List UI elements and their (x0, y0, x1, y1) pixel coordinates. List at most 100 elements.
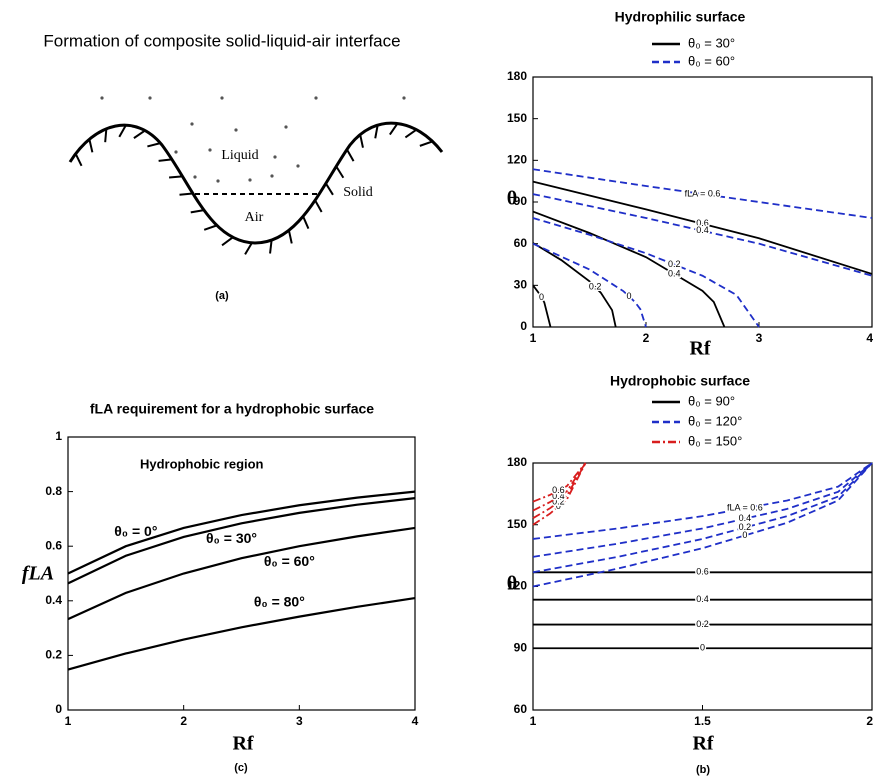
y-tick-label: 0 (520, 319, 527, 333)
contour-line (532, 462, 587, 503)
chart: Hydrophilic surface 0 30 60 90 120 150 180 1 2 3 4 R… (507, 9, 874, 360)
annotation: Hydrophobic region (140, 456, 264, 471)
contour-line (532, 462, 873, 540)
y-tick-label: 150 (507, 517, 527, 531)
contour-label: 0 (700, 643, 705, 653)
contour-label: 0 (627, 291, 632, 301)
contour-line (532, 462, 587, 519)
y-axis-label: θ (507, 188, 517, 210)
caption: (b) (696, 764, 710, 776)
contour-label: 0.2 (589, 281, 602, 291)
y-tick-label: 120 (507, 579, 527, 593)
contour-label: 0.4 (668, 268, 681, 278)
diagram-title: Formation of composite solid-liquid-air … (43, 31, 400, 50)
contour-line (532, 242, 617, 328)
contour-line (532, 242, 647, 328)
contour-label: 0.4 (696, 594, 709, 604)
y-tick-label: 150 (507, 111, 527, 125)
y-axis-label: θ (507, 573, 517, 595)
curve-label: θ₀ = 30° (206, 530, 257, 546)
y-tick-label: 0.4 (45, 593, 62, 607)
legend-label: θ₀ = 30° (688, 35, 735, 50)
chart-title: fLA requirement for a hydrophobic surfac… (90, 401, 374, 417)
y-tick-label: 180 (507, 455, 527, 469)
contour-label: 0.6 (696, 218, 709, 228)
solid-surface (68, 121, 444, 245)
chart-title: Hydrophilic surface (615, 9, 746, 25)
curve-label: θ₀ = 80° (254, 593, 305, 609)
y-tick-label: 60 (514, 236, 528, 250)
y-axis-label: fLA (22, 563, 54, 585)
contour-line (532, 284, 552, 328)
x-axis-label: Rf (232, 733, 253, 755)
contour-label: 0.2 (552, 496, 565, 506)
contour-label: 0.2 (696, 619, 709, 629)
y-tick-label: 180 (507, 69, 527, 83)
x-tick-label: 1 (530, 331, 537, 345)
contour-label: 0.2 (739, 522, 752, 532)
line (67, 526, 416, 621)
curve-label: θ₀ = 0° (114, 523, 157, 539)
contour-label: 0 (556, 501, 561, 511)
line (67, 596, 416, 671)
y-tick-label: 120 (507, 153, 527, 167)
contour-line (532, 217, 760, 328)
contour-label: 0.6 (696, 567, 709, 577)
contour-line (532, 462, 873, 588)
contour-label: 0.6 (552, 485, 565, 495)
contour-label: 0 (742, 530, 747, 540)
x-tick-label: 3 (756, 331, 763, 345)
x-axis-label: Rf (692, 733, 713, 755)
solid-label: Solid (343, 185, 373, 200)
contour-line (532, 462, 587, 512)
x-tick-label: 4 (866, 331, 873, 345)
hatching (74, 122, 433, 255)
plot-frame (532, 462, 873, 711)
caption: (c) (234, 762, 248, 774)
y-tick-label: 30 (514, 278, 528, 292)
contour-label: 0.4 (739, 513, 752, 523)
contour-line (532, 180, 873, 275)
y-tick-label: 90 (514, 194, 528, 208)
liquid-label: Liquid (221, 148, 258, 163)
y-tick-label: 90 (514, 640, 528, 654)
x-tick-label: 3 (296, 714, 303, 728)
contour-label: fLA = 0.6 (685, 188, 721, 198)
y-tick-label: 0.2 (45, 648, 62, 662)
x-tick-label: 2 (643, 331, 650, 345)
x-tick-label: 2 (866, 714, 873, 728)
x-tick-label: 1.5 (694, 714, 711, 728)
legend-label: θ₀ = 120° (688, 413, 742, 428)
chart: Hydrophobic surface 60 90 120 150 180 1 1.5 2 Rf θ… (507, 373, 874, 776)
x-tick-label: 4 (412, 714, 419, 728)
curve-label: θ₀ = 60° (264, 553, 315, 569)
contour-line (532, 462, 873, 574)
droplets (100, 96, 406, 183)
y-tick-label: 0.6 (45, 538, 62, 552)
x-axis-label: Rf (689, 338, 710, 360)
line (67, 490, 416, 575)
diagram-a: Formation of composite solid-liquid-air … (43, 31, 444, 302)
legend-label: θ₀ = 90° (688, 393, 735, 408)
contour-line (532, 210, 726, 328)
caption: (a) (215, 290, 229, 302)
legend-label: θ₀ = 150° (688, 433, 742, 448)
x-tick-label: 2 (180, 714, 187, 728)
contour-label: fLA = 0.6 (727, 503, 763, 513)
x-tick-label: 1 (65, 714, 72, 728)
line (67, 497, 416, 585)
chart-title: Hydrophobic surface (610, 373, 750, 389)
contour-label: 0.4 (696, 225, 709, 235)
y-tick-label: 0 (55, 702, 62, 716)
legend-label: θ₀ = 60° (688, 53, 735, 68)
air-label: Air (245, 210, 264, 225)
contour-line (532, 462, 873, 558)
y-tick-label: 60 (514, 702, 528, 716)
contour-line (532, 168, 873, 219)
y-tick-label: 1 (55, 429, 62, 443)
contour-label: 0.2 (668, 259, 681, 269)
plot-frame (532, 76, 873, 328)
contour-label: 0 (539, 292, 544, 302)
contour-line (532, 193, 873, 277)
